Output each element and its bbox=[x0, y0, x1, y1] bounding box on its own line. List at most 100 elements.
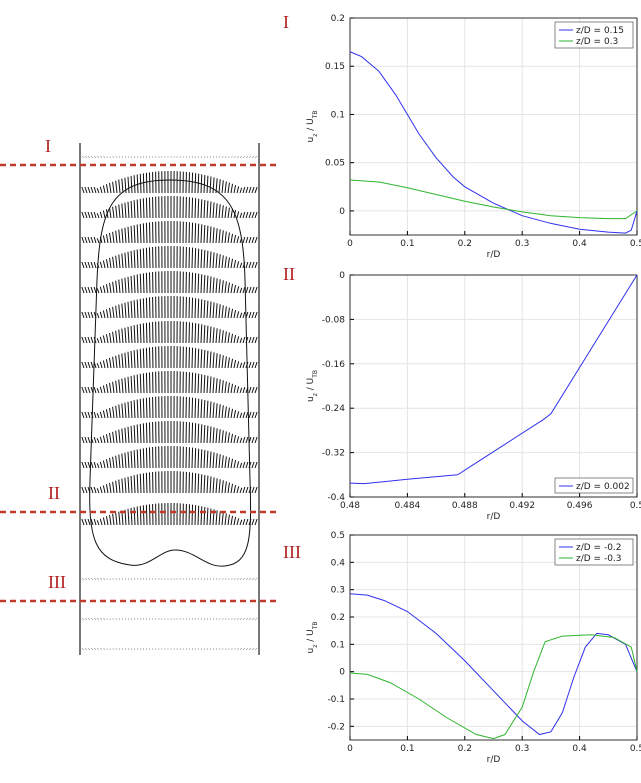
arrow bbox=[218, 479, 221, 494]
arrow bbox=[239, 237, 243, 244]
arrow bbox=[109, 155, 112, 159]
arrow bbox=[81, 211, 85, 219]
arrow bbox=[209, 176, 212, 194]
arrow bbox=[218, 179, 221, 194]
arrow bbox=[87, 211, 91, 219]
arrow bbox=[139, 223, 142, 244]
arrow bbox=[115, 617, 118, 621]
arrow bbox=[81, 518, 85, 526]
arrow bbox=[96, 263, 100, 269]
y-axis-label-part: / U bbox=[306, 118, 316, 133]
arrow bbox=[197, 577, 199, 581]
arrow bbox=[212, 277, 215, 294]
arrow bbox=[143, 617, 145, 621]
arrow bbox=[102, 435, 106, 444]
arrow bbox=[109, 182, 112, 194]
arrow bbox=[130, 617, 133, 621]
arrow bbox=[84, 336, 88, 344]
arrow bbox=[248, 386, 252, 394]
arrow bbox=[139, 423, 142, 444]
arrow bbox=[84, 411, 88, 419]
arrow bbox=[115, 512, 118, 526]
legend-label: z/D = 0.3 bbox=[576, 37, 618, 47]
arrow bbox=[93, 261, 97, 269]
y-tick-label: 0.2 bbox=[331, 14, 345, 24]
arrow bbox=[112, 431, 115, 444]
arrow bbox=[227, 514, 230, 526]
y-tick-label: 0.15 bbox=[325, 62, 345, 72]
arrow bbox=[103, 155, 106, 159]
arrow bbox=[127, 301, 130, 319]
arrow bbox=[145, 422, 148, 444]
arrow bbox=[87, 236, 91, 244]
arrow bbox=[106, 577, 109, 581]
arrow bbox=[209, 276, 212, 294]
arrow bbox=[239, 262, 243, 269]
arrow bbox=[115, 430, 118, 444]
arrow bbox=[96, 388, 100, 394]
arrow bbox=[218, 155, 221, 159]
arrow bbox=[121, 353, 124, 369]
x-axis-label: r/D bbox=[487, 250, 501, 260]
arrow bbox=[230, 233, 234, 244]
x-tick-label: 0.2 bbox=[458, 239, 472, 249]
arrow bbox=[227, 155, 230, 159]
x-axis-label: r/D bbox=[487, 512, 501, 522]
arrow bbox=[218, 304, 221, 319]
arrow bbox=[142, 248, 145, 269]
arrow bbox=[200, 249, 203, 269]
arrow bbox=[115, 230, 118, 244]
arrow bbox=[242, 486, 246, 494]
x-tick-label: 0 bbox=[347, 239, 353, 249]
arrow bbox=[206, 577, 209, 581]
arrow bbox=[145, 472, 148, 494]
arrow bbox=[118, 204, 121, 219]
arrow bbox=[112, 155, 115, 159]
arrow bbox=[87, 436, 91, 444]
arrow bbox=[218, 511, 221, 526]
y-tick-label: 0.3 bbox=[331, 586, 345, 596]
arrow bbox=[248, 577, 252, 581]
arrow bbox=[127, 401, 130, 419]
arrow bbox=[242, 261, 246, 269]
arrow bbox=[239, 647, 242, 651]
arrow bbox=[118, 379, 121, 394]
arrow bbox=[133, 175, 136, 194]
arrow bbox=[127, 201, 130, 219]
arrow bbox=[239, 462, 243, 469]
arrow bbox=[227, 577, 230, 581]
arrow bbox=[203, 474, 206, 494]
y-tick-label: 0.2 bbox=[331, 613, 345, 623]
arrow bbox=[149, 222, 151, 244]
series-line bbox=[349, 274, 638, 485]
arrow bbox=[118, 429, 121, 444]
arrow bbox=[200, 577, 203, 581]
legend-box bbox=[554, 477, 634, 494]
arrow bbox=[209, 155, 212, 159]
arrow bbox=[209, 201, 212, 219]
legend-label: z/D = 0.15 bbox=[576, 26, 624, 36]
arrow bbox=[233, 359, 237, 369]
arrow bbox=[93, 336, 97, 344]
arrow bbox=[215, 353, 218, 369]
arrow bbox=[115, 355, 118, 369]
arrow bbox=[90, 155, 94, 159]
y-tick-label: 0.05 bbox=[325, 159, 345, 169]
arrow bbox=[90, 577, 94, 581]
arrow bbox=[124, 452, 127, 469]
arrow bbox=[233, 459, 237, 469]
legend-box bbox=[554, 538, 634, 566]
arrow bbox=[215, 378, 218, 394]
arrow bbox=[245, 211, 249, 219]
arrow bbox=[109, 577, 112, 581]
x-tick-label: 0.3 bbox=[515, 239, 529, 249]
arrow bbox=[93, 518, 97, 526]
arrow bbox=[93, 211, 97, 219]
arrow bbox=[105, 209, 109, 219]
arrow bbox=[124, 477, 127, 494]
arrow bbox=[102, 235, 106, 244]
arrow bbox=[230, 258, 234, 269]
section-label: III bbox=[283, 542, 301, 562]
arrow bbox=[81, 286, 85, 294]
y-axis-label-part: / U bbox=[306, 629, 316, 644]
